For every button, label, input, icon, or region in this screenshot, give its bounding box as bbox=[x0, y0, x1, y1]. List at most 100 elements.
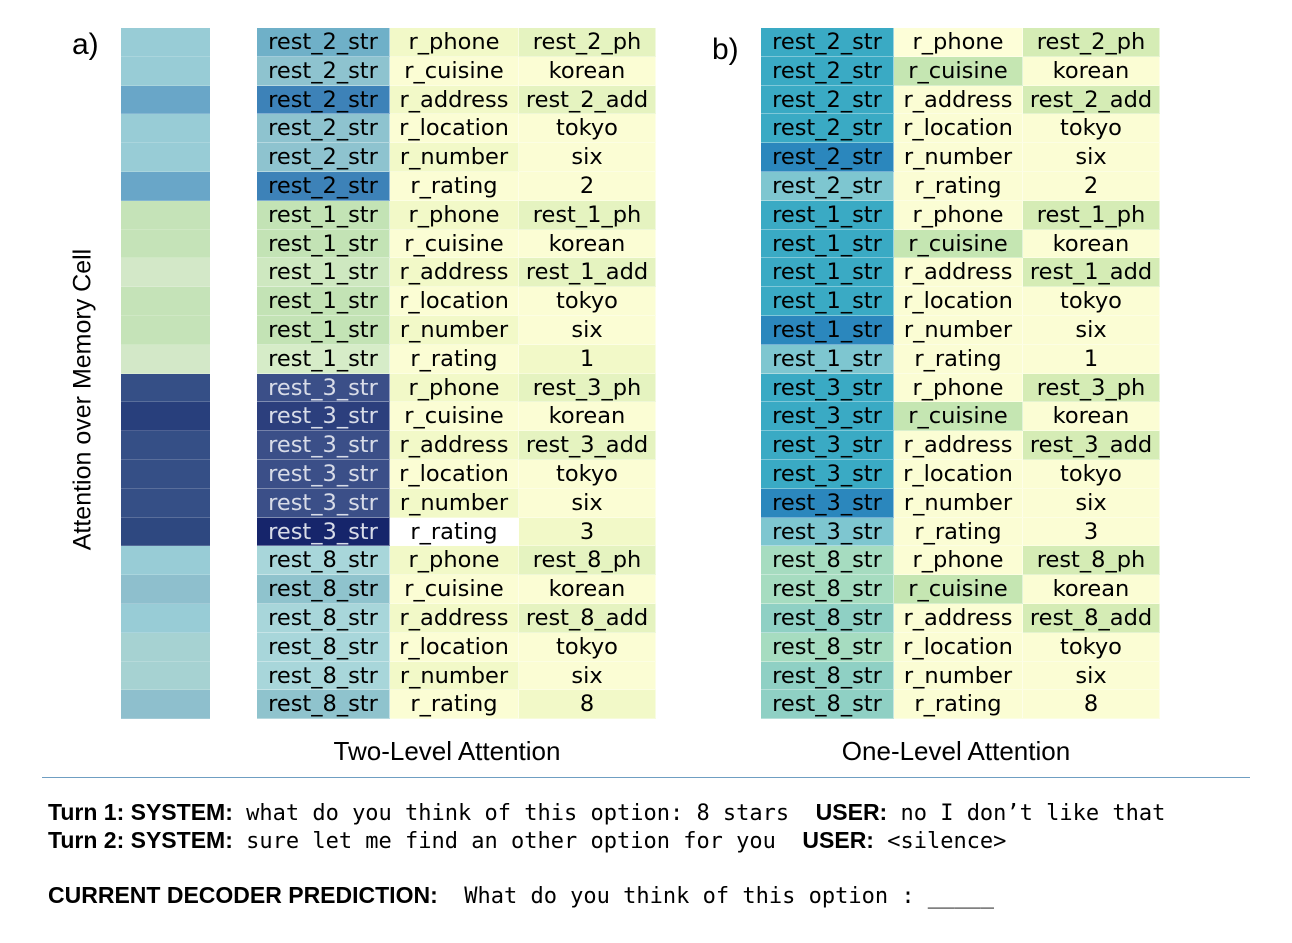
entity-cell: rest_3_str bbox=[257, 431, 390, 460]
relation-cell: r_rating bbox=[894, 517, 1023, 547]
entity-cell: rest_2_str bbox=[761, 85, 894, 115]
memory-row: rest_1_str r_number six bbox=[257, 315, 656, 345]
memory-row: rest_8_str r_number six bbox=[257, 661, 656, 691]
memory-row: rest_8_str r_cuisine korean bbox=[761, 575, 1160, 604]
value-cell: rest_3_ph bbox=[1023, 373, 1160, 403]
value-cell: rest_2_add bbox=[519, 85, 656, 115]
caption-two-level: Two-Level Attention bbox=[333, 736, 561, 766]
memory-row: rest_2_str r_location tokyo bbox=[257, 114, 656, 144]
memory-row: rest_3_str r_number six bbox=[257, 488, 656, 518]
memory-row: rest_8_str r_phone rest_8_ph bbox=[761, 546, 1160, 576]
value-cell: six bbox=[1023, 315, 1160, 345]
memory-row: rest_3_str r_address rest_3_add bbox=[257, 431, 656, 460]
value-cell: korean bbox=[1023, 575, 1160, 604]
value-cell: korean bbox=[1023, 402, 1160, 432]
memory-row: rest_3_str r_cuisine korean bbox=[761, 402, 1160, 432]
relation-cell: r_cuisine bbox=[894, 575, 1023, 604]
turn2-system-tag: SYSTEM: bbox=[130, 827, 233, 853]
value-cell: rest_3_add bbox=[519, 431, 656, 460]
relation-cell: r_cuisine bbox=[894, 229, 1023, 259]
turn2-user-tag: USER: bbox=[802, 827, 874, 853]
turn1-system-text: what do you think of this option: 8 star… bbox=[232, 801, 816, 826]
memory-row: rest_8_str r_phone rest_8_ph bbox=[257, 546, 656, 576]
value-cell: korean bbox=[519, 229, 656, 259]
entity-cell: rest_3_str bbox=[257, 488, 390, 518]
decoder-prediction: CURRENT DECODER PREDICTION: What do you … bbox=[48, 882, 994, 909]
value-cell: 8 bbox=[1023, 690, 1160, 720]
value-cell: rest_1_add bbox=[1023, 258, 1160, 288]
entity-cell: rest_3_str bbox=[761, 488, 894, 518]
value-cell: rest_2_ph bbox=[1023, 28, 1160, 57]
memory-row: rest_3_str r_phone rest_3_ph bbox=[761, 373, 1160, 403]
turn1-prefix: Turn 1: bbox=[48, 799, 131, 825]
relation-cell: r_number bbox=[390, 143, 519, 172]
value-cell: six bbox=[1023, 488, 1160, 518]
entity-cell: rest_2_str bbox=[257, 114, 390, 144]
entity-cell: rest_8_str bbox=[761, 690, 894, 720]
value-cell: tokyo bbox=[1023, 632, 1160, 662]
memory-row: rest_3_str r_cuisine korean bbox=[257, 402, 656, 432]
memory-row: rest_3_str r_number six bbox=[761, 488, 1160, 518]
relation-cell: r_number bbox=[390, 661, 519, 691]
value-cell: six bbox=[519, 661, 656, 691]
entity-cell: rest_8_str bbox=[257, 632, 390, 662]
memory-cell-attention bbox=[121, 546, 210, 576]
entity-cell: rest_3_str bbox=[761, 517, 894, 547]
value-cell: six bbox=[519, 315, 656, 345]
relation-cell: r_number bbox=[894, 661, 1023, 691]
memory-row: rest_2_str r_rating 2 bbox=[257, 171, 656, 201]
relation-cell: r_address bbox=[390, 258, 519, 288]
entity-cell: rest_8_str bbox=[257, 690, 390, 720]
memory-cell-attention bbox=[121, 287, 210, 316]
relation-cell: r_address bbox=[894, 258, 1023, 288]
memory-row: rest_2_str r_number six bbox=[761, 143, 1160, 172]
memory-row: rest_2_str r_number six bbox=[257, 143, 656, 172]
memory-row: rest_3_str r_rating 3 bbox=[257, 517, 656, 547]
value-cell: tokyo bbox=[519, 114, 656, 144]
entity-cell: rest_1_str bbox=[257, 344, 390, 374]
memory-row: rest_1_str r_location tokyo bbox=[761, 287, 1160, 316]
entity-cell: rest_2_str bbox=[257, 143, 390, 172]
memory-cell-attention bbox=[121, 632, 210, 662]
value-cell: 8 bbox=[519, 690, 656, 720]
turn2-prefix: Turn 2: bbox=[48, 827, 131, 853]
relation-cell: r_rating bbox=[390, 171, 519, 201]
value-cell: six bbox=[519, 488, 656, 518]
entity-cell: rest_3_str bbox=[257, 459, 390, 489]
memory-row: rest_1_str r_address rest_1_add bbox=[761, 258, 1160, 288]
value-cell: rest_8_ph bbox=[1023, 546, 1160, 576]
relation-cell: r_rating bbox=[894, 344, 1023, 374]
entity-cell: rest_8_str bbox=[761, 661, 894, 691]
value-cell: 3 bbox=[1023, 517, 1160, 547]
memory-row: rest_1_str r_rating 1 bbox=[257, 344, 656, 374]
memory-row: rest_1_str r_phone rest_1_ph bbox=[257, 200, 656, 230]
memory-cell-attention bbox=[121, 517, 210, 547]
entity-cell: rest_2_str bbox=[257, 56, 390, 86]
relation-cell: r_cuisine bbox=[390, 575, 519, 604]
memory-cell-attention bbox=[121, 114, 210, 144]
entity-cell: rest_2_str bbox=[761, 171, 894, 201]
entity-cell: rest_1_str bbox=[257, 200, 390, 230]
value-cell: tokyo bbox=[1023, 114, 1160, 144]
memory-row: rest_2_str r_address rest_2_add bbox=[761, 85, 1160, 115]
value-cell: 1 bbox=[1023, 344, 1160, 374]
value-cell: six bbox=[1023, 143, 1160, 172]
memory-cell-attention bbox=[121, 459, 210, 489]
turn2-system-text: sure let me find an other option for you bbox=[232, 829, 803, 854]
entity-cell: rest_2_str bbox=[761, 114, 894, 144]
relation-cell: r_phone bbox=[390, 546, 519, 576]
entity-cell: rest_2_str bbox=[761, 143, 894, 172]
relation-cell: r_phone bbox=[894, 373, 1023, 403]
entity-cell: rest_3_str bbox=[257, 402, 390, 432]
entity-cell: rest_2_str bbox=[257, 85, 390, 115]
relation-cell: r_cuisine bbox=[390, 56, 519, 86]
entity-cell: rest_1_str bbox=[761, 344, 894, 374]
memory-cell-attention bbox=[121, 402, 210, 432]
relation-cell: r_number bbox=[894, 488, 1023, 518]
relation-cell: r_phone bbox=[390, 200, 519, 230]
relation-cell: r_rating bbox=[894, 690, 1023, 720]
relation-cell: r_phone bbox=[894, 28, 1023, 57]
value-cell: 1 bbox=[519, 344, 656, 374]
memory-cell-attention bbox=[121, 171, 210, 201]
memory-row: rest_2_str r_phone rest_2_ph bbox=[761, 28, 1160, 57]
